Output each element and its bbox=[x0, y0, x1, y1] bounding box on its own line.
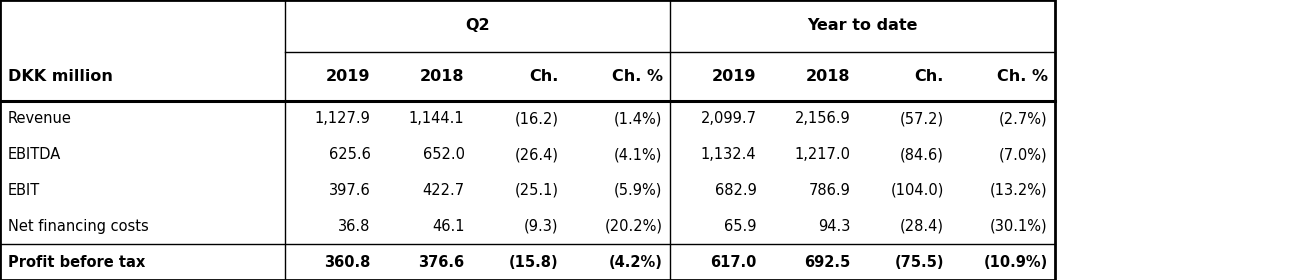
Text: 692.5: 692.5 bbox=[804, 255, 850, 270]
Text: Profit before tax: Profit before tax bbox=[8, 255, 145, 270]
Text: (75.5): (75.5) bbox=[895, 255, 943, 270]
Text: 65.9: 65.9 bbox=[724, 219, 756, 234]
Text: Q2: Q2 bbox=[465, 18, 490, 33]
Text: 2,156.9: 2,156.9 bbox=[795, 111, 850, 126]
Text: DKK million: DKK million bbox=[8, 69, 112, 84]
Text: 2,099.7: 2,099.7 bbox=[701, 111, 756, 126]
Text: 2018: 2018 bbox=[805, 69, 850, 84]
Text: 397.6: 397.6 bbox=[328, 183, 370, 198]
Bar bbox=[0, 0, 1055, 280]
Text: (10.9%): (10.9%) bbox=[984, 255, 1048, 270]
Text: (104.0): (104.0) bbox=[891, 183, 943, 198]
Text: EBIT: EBIT bbox=[8, 183, 40, 198]
Text: 360.8: 360.8 bbox=[324, 255, 370, 270]
Text: (4.1%): (4.1%) bbox=[614, 147, 662, 162]
Text: 2018: 2018 bbox=[420, 69, 464, 84]
Text: 1,144.1: 1,144.1 bbox=[409, 111, 464, 126]
Text: EBITDA: EBITDA bbox=[8, 147, 61, 162]
Text: Year to date: Year to date bbox=[808, 18, 919, 33]
Text: (30.1%): (30.1%) bbox=[990, 219, 1048, 234]
Text: 1,127.9: 1,127.9 bbox=[315, 111, 370, 126]
Text: (26.4): (26.4) bbox=[515, 147, 558, 162]
Text: (9.3): (9.3) bbox=[524, 219, 558, 234]
Text: 2019: 2019 bbox=[711, 69, 756, 84]
Text: 786.9: 786.9 bbox=[808, 183, 850, 198]
Text: (13.2%): (13.2%) bbox=[990, 183, 1048, 198]
Text: (1.4%): (1.4%) bbox=[614, 111, 662, 126]
Text: 422.7: 422.7 bbox=[422, 183, 464, 198]
Text: Net financing costs: Net financing costs bbox=[8, 219, 149, 234]
Text: Ch. %: Ch. % bbox=[997, 69, 1048, 84]
Text: 625.6: 625.6 bbox=[328, 147, 370, 162]
Text: (25.1): (25.1) bbox=[515, 183, 558, 198]
Text: 376.6: 376.6 bbox=[418, 255, 464, 270]
Text: Ch.: Ch. bbox=[529, 69, 558, 84]
Text: 652.0: 652.0 bbox=[422, 147, 464, 162]
Text: Ch. %: Ch. % bbox=[611, 69, 662, 84]
Text: 1,132.4: 1,132.4 bbox=[701, 147, 756, 162]
Text: (2.7%): (2.7%) bbox=[999, 111, 1048, 126]
Text: 46.1: 46.1 bbox=[433, 219, 464, 234]
Text: (20.2%): (20.2%) bbox=[605, 219, 662, 234]
Text: (28.4): (28.4) bbox=[900, 219, 943, 234]
Text: (5.9%): (5.9%) bbox=[614, 183, 662, 198]
Text: 617.0: 617.0 bbox=[710, 255, 756, 270]
Text: (4.2%): (4.2%) bbox=[609, 255, 662, 270]
Text: Revenue: Revenue bbox=[8, 111, 72, 126]
Text: 36.8: 36.8 bbox=[339, 219, 370, 234]
Text: (7.0%): (7.0%) bbox=[999, 147, 1048, 162]
Text: Ch.: Ch. bbox=[915, 69, 943, 84]
Text: 94.3: 94.3 bbox=[818, 219, 850, 234]
Text: (84.6): (84.6) bbox=[900, 147, 943, 162]
Text: (15.8): (15.8) bbox=[508, 255, 558, 270]
Text: (57.2): (57.2) bbox=[900, 111, 943, 126]
Text: 2019: 2019 bbox=[326, 69, 370, 84]
Text: (16.2): (16.2) bbox=[515, 111, 558, 126]
Text: 682.9: 682.9 bbox=[714, 183, 756, 198]
Text: 1,217.0: 1,217.0 bbox=[795, 147, 850, 162]
